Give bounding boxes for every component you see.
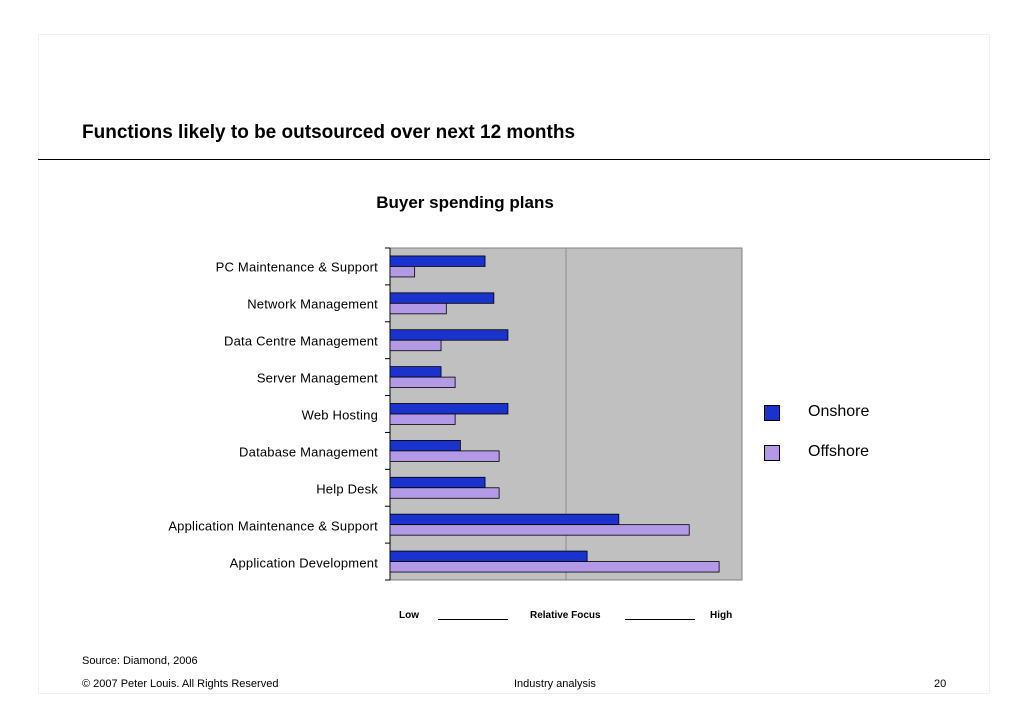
bar-onshore (389, 439, 461, 452)
slide-frame (38, 34, 990, 694)
footer-section-name: Industry analysis (514, 678, 596, 690)
bar-offshore (389, 413, 456, 425)
axis-arrow-line-right (625, 619, 695, 620)
category-label: Database Management (239, 444, 378, 460)
title-rule (38, 159, 990, 160)
bar-onshore (389, 513, 620, 526)
category-label: PC Maintenance & Support (215, 259, 378, 275)
bar-offshore (389, 524, 690, 536)
legend-label-onshore: Onshore (808, 403, 870, 420)
bar-onshore (389, 403, 509, 415)
legend-swatch-onshore (764, 405, 780, 421)
slide-title: Functions likely to be outsourced over n… (82, 122, 576, 143)
footer-copyright: © 2007 Peter Louis. All Rights Reserved (82, 678, 279, 690)
axis-high-label: High (710, 610, 733, 621)
axis-low-label: Low (399, 610, 419, 621)
bar-offshore (389, 266, 416, 278)
category-label: Network Management (247, 296, 378, 312)
legend-swatch-offshore (764, 445, 780, 461)
category-label: Application Maintenance & Support (168, 518, 378, 534)
bar-onshore (389, 292, 495, 304)
category-label: Data Centre Management (224, 333, 378, 349)
bar-offshore (389, 561, 720, 573)
category-label: Web Hosting (301, 407, 378, 423)
bar-offshore (389, 339, 442, 352)
bar-onshore (389, 255, 486, 267)
bar-onshore (389, 366, 442, 378)
bar-offshore (389, 487, 500, 499)
axis-arrow-line-left (438, 619, 508, 620)
category-label: Application Development (229, 555, 378, 571)
bar-onshore (389, 476, 486, 489)
bar-offshore (389, 302, 447, 315)
bar-offshore (389, 450, 500, 462)
source-note: Source: Diamond, 2006 (82, 655, 198, 667)
category-label: Help Desk (316, 481, 378, 497)
bar-onshore (389, 550, 588, 562)
category-label: Server Management (256, 370, 378, 386)
axis-mid-label: Relative Focus (530, 610, 601, 621)
chart-title: Buyer spending plans (376, 193, 554, 212)
bar-onshore (389, 329, 509, 341)
legend-label-offshore: Offshore (808, 443, 870, 460)
bar-offshore (389, 376, 456, 389)
footer-page-number: 20 (934, 678, 947, 690)
